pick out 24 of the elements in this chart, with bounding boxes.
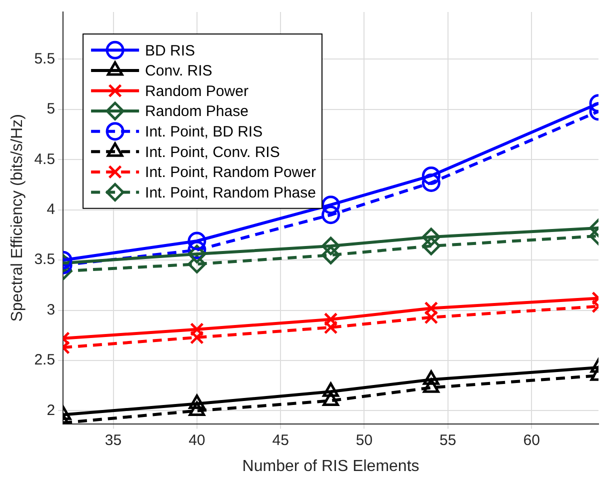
y-axis-title: Spectral Efficiency (bits/s/Hz) bbox=[9, 114, 26, 322]
x-axis-title: Number of RIS Elements bbox=[242, 458, 420, 475]
legend-label: Int. Point, BD RIS bbox=[145, 123, 263, 140]
y-tick-label: 5.5 bbox=[34, 50, 56, 68]
x-tick-label: 60 bbox=[523, 432, 540, 449]
x-tick-label: 35 bbox=[104, 432, 122, 449]
y-tick-label: 4 bbox=[46, 201, 56, 218]
legend-label: Random Power bbox=[145, 82, 248, 100]
x-tick-label: 50 bbox=[356, 432, 373, 449]
legend-label: Int. Point, Random Phase bbox=[145, 184, 316, 202]
x-tick-label: 45 bbox=[272, 432, 289, 449]
y-tick-label: 5 bbox=[46, 100, 56, 118]
y-tick-label: 2.5 bbox=[34, 352, 56, 369]
legend-label: Conv. RIS bbox=[145, 62, 212, 80]
y-tick-label: 4.5 bbox=[34, 150, 56, 168]
legend-label: Int. Point, Random Power bbox=[145, 164, 316, 182]
legend-label: BD RIS bbox=[145, 42, 196, 60]
legend-label: Int. Point, Conv. RIS bbox=[145, 144, 280, 161]
y-tick-label: 3.5 bbox=[34, 251, 56, 268]
legend-label: Random Phase bbox=[145, 103, 248, 120]
x-tick-label: 55 bbox=[440, 432, 456, 449]
y-tick-label: 3 bbox=[46, 301, 56, 318]
y-tick-label: 2 bbox=[46, 402, 56, 419]
x-tick-label: 40 bbox=[188, 432, 206, 449]
